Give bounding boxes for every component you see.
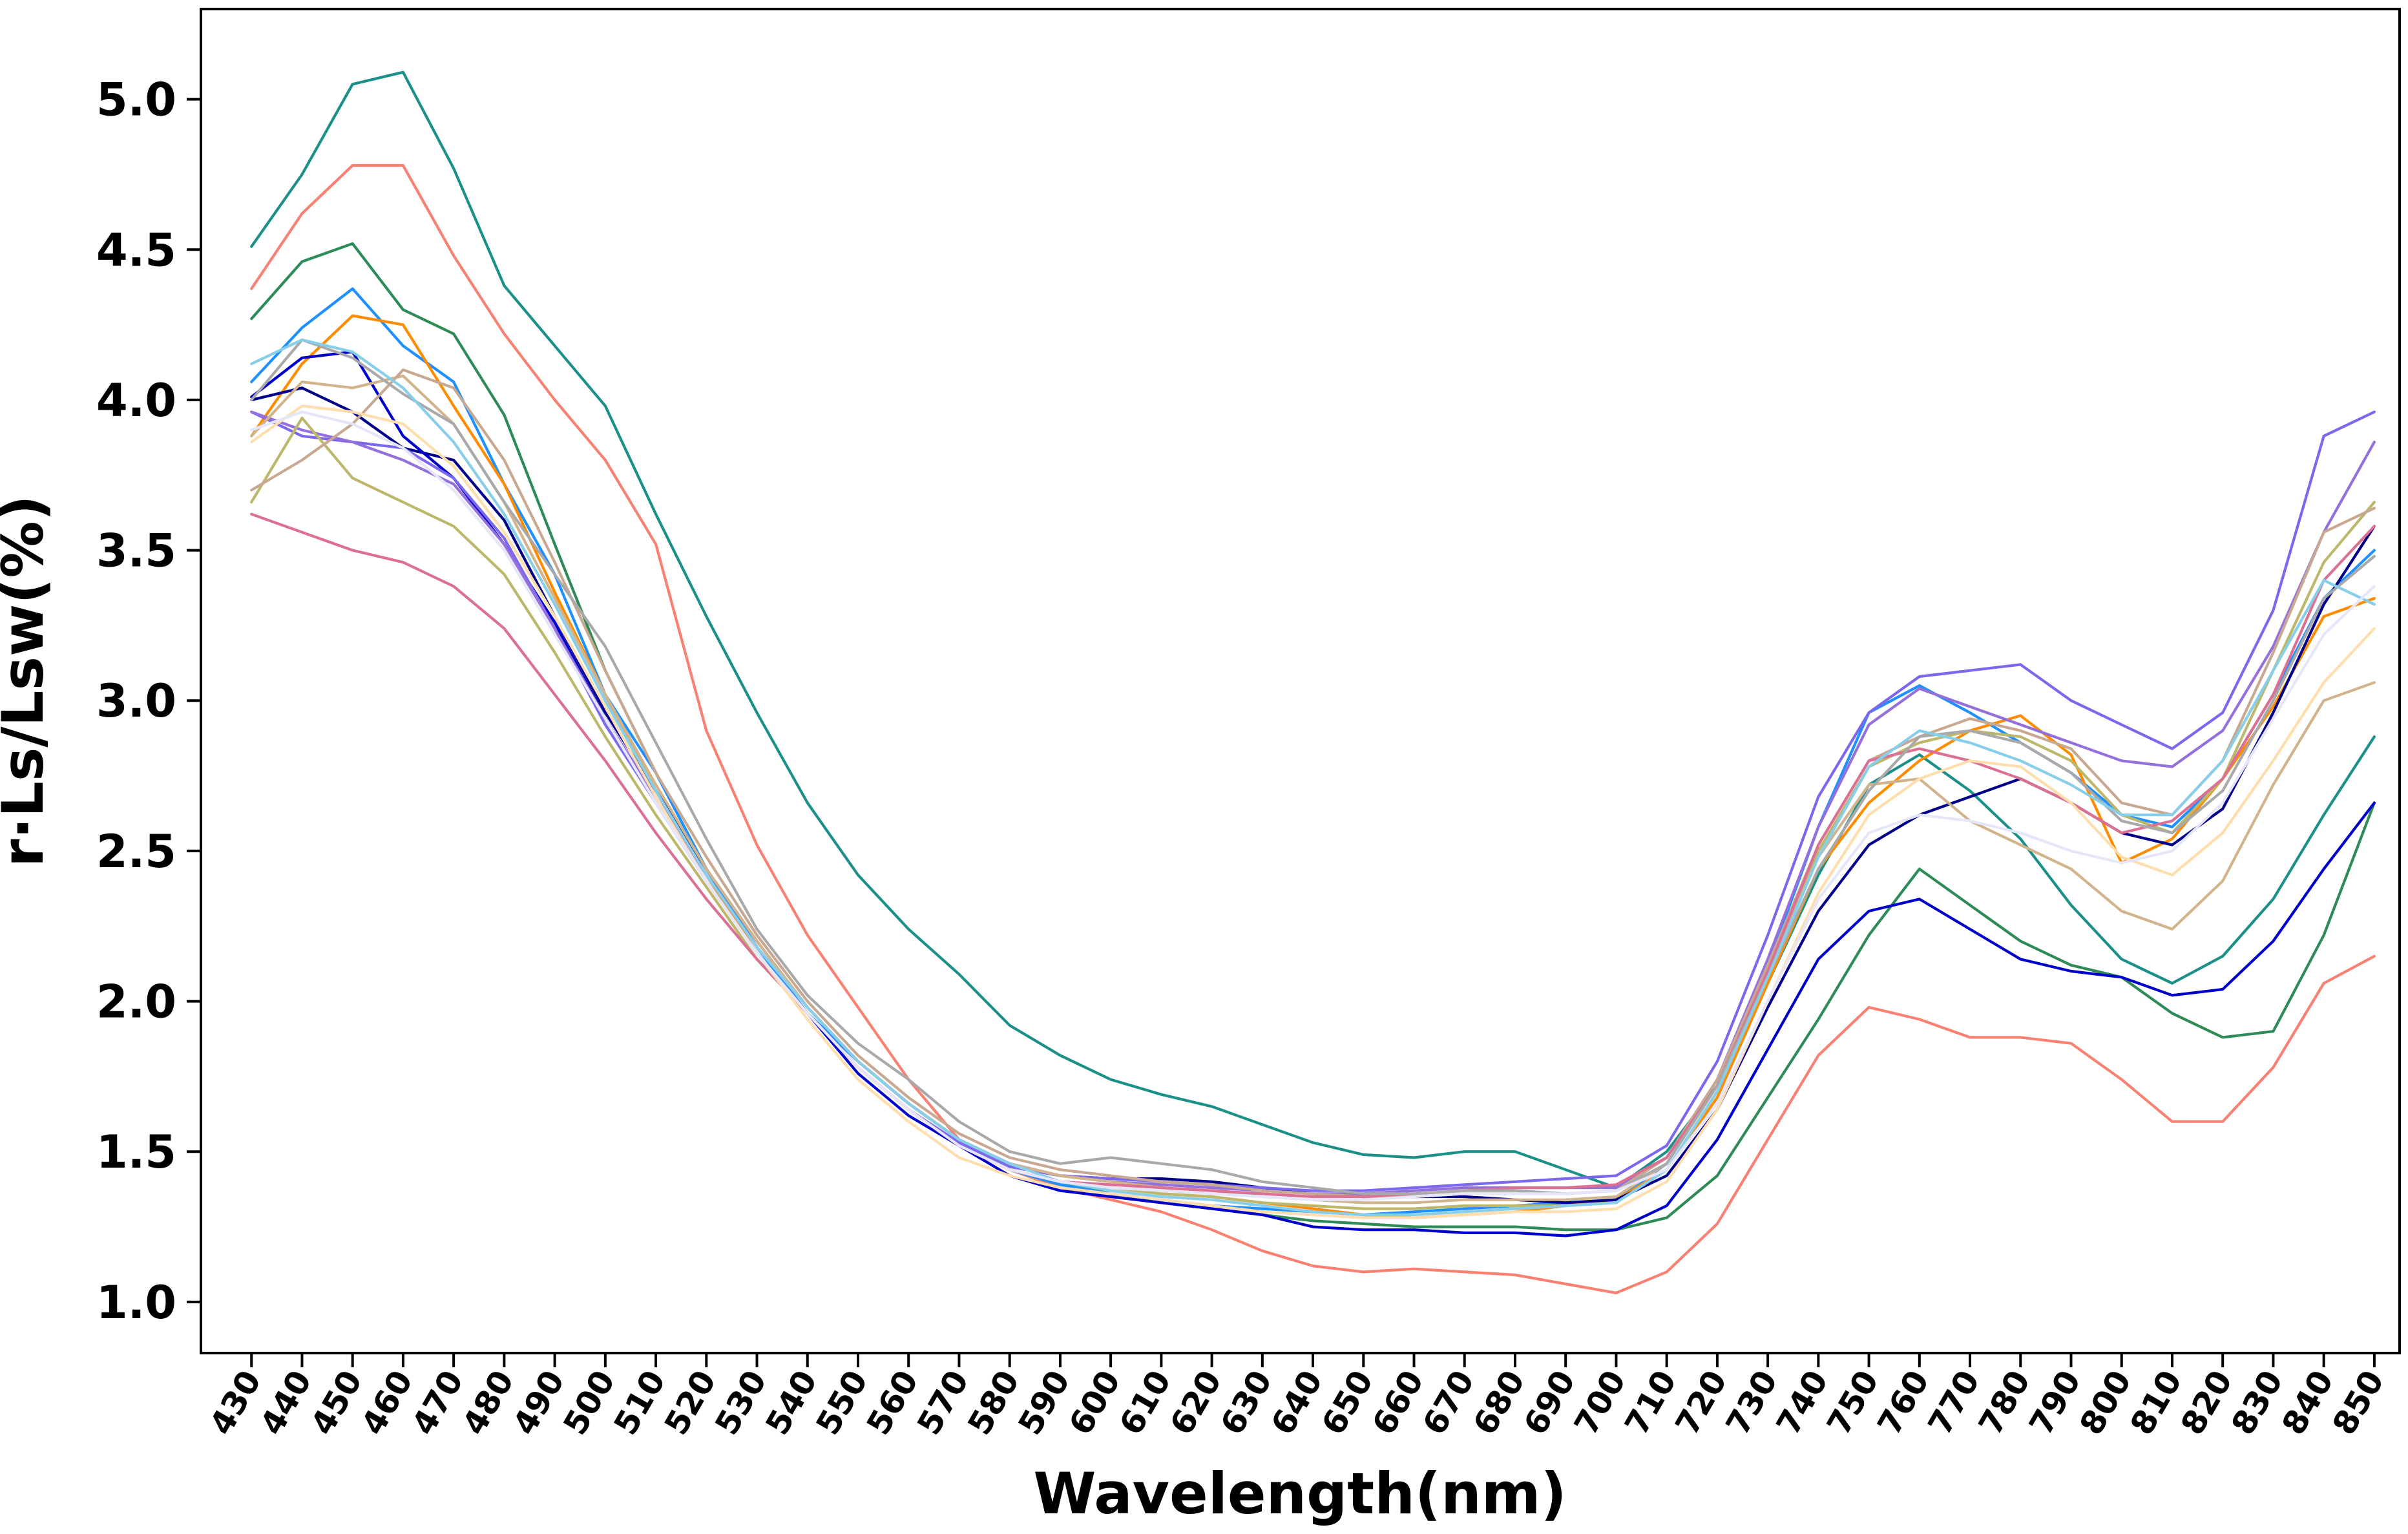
y-tick-label: 3.0 — [96, 675, 176, 728]
series-lines — [250, 70, 2376, 1295]
y-tick-label: 1.5 — [96, 1126, 176, 1179]
y-tick-label: 3.5 — [96, 525, 176, 578]
x-axis-title: Wavelength(nm) — [1033, 1460, 1566, 1527]
series-line-12 — [250, 368, 2376, 1199]
y-tick-label: 2.5 — [96, 825, 176, 878]
series-line-16 — [250, 405, 2376, 1219]
y-tick-label: 1.0 — [96, 1276, 176, 1329]
y-tick-label: 4.0 — [96, 374, 176, 427]
y-axis-ticks: 1.0 1.5 2.0 2.5 3.0 3.5 4.0 4.5 5.0 — [96, 74, 201, 1329]
series-line-14 — [250, 338, 2376, 1195]
plot-area-frame — [200, 8, 2401, 1354]
series-line-17 — [250, 410, 2376, 1201]
y-tick-label: 2.0 — [96, 976, 176, 1029]
series-line-8 — [250, 410, 2376, 1192]
series-line-13 — [250, 512, 2376, 1199]
series-line-2 — [250, 163, 2376, 1295]
series-line-10 — [250, 416, 2376, 1210]
y-tick-label: 4.5 — [96, 224, 176, 277]
series-line-15 — [250, 338, 2376, 1217]
y-tick-label: 5.0 — [96, 74, 176, 127]
y-axis-title: r·Ls/Lsw(%) — [0, 495, 56, 867]
series-line-1 — [250, 70, 2376, 1190]
